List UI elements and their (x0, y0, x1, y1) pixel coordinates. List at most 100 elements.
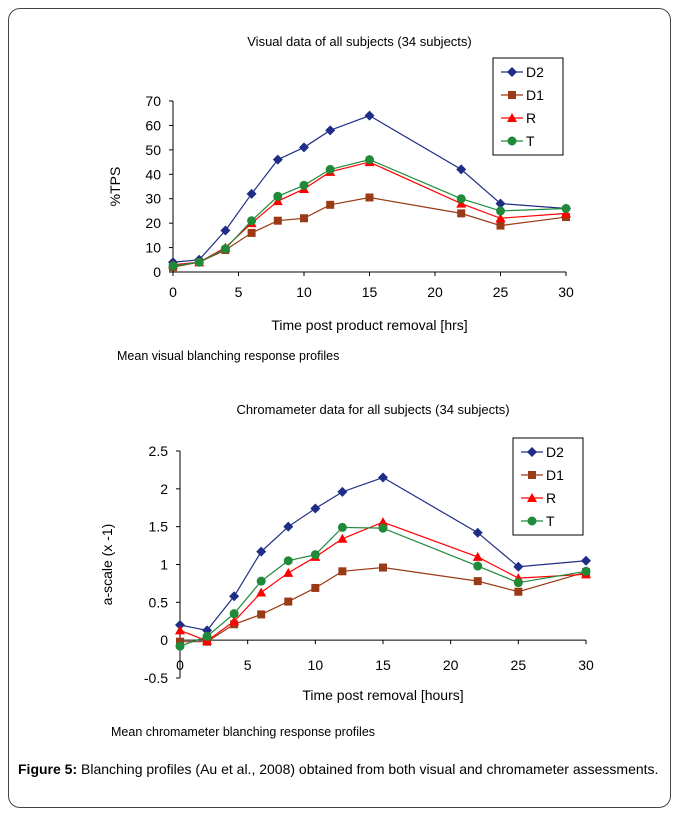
data-point (256, 546, 267, 557)
x-tick-label: 30 (578, 657, 594, 673)
legend: D2 D1 RT (512, 437, 584, 536)
data-point (581, 555, 591, 566)
data-point (378, 517, 388, 527)
data-point (220, 244, 230, 254)
x-axis-label: Time post removal [hours] (302, 687, 463, 703)
series-line (172, 196, 567, 268)
legend-swatch-marker (528, 471, 536, 479)
data-point (456, 164, 467, 175)
data-point (472, 551, 483, 561)
legend-swatch-marker (507, 67, 517, 77)
series-t (175, 522, 591, 651)
legend-label: D2 (526, 64, 544, 80)
series-d2 (175, 472, 591, 636)
x-tick-label: 10 (296, 284, 312, 300)
data-point (581, 566, 591, 576)
series-line (172, 158, 567, 267)
caption-label: Figure 5: (18, 761, 78, 777)
legend-box (512, 437, 584, 536)
data-point (283, 567, 294, 577)
data-point (495, 213, 506, 223)
data-point (457, 209, 466, 218)
chart-title: Chromameter data for all subjects (34 su… (236, 402, 509, 417)
legend-box (492, 57, 564, 156)
x-tick-label: 15 (362, 284, 378, 300)
y-tick-label: 60 (145, 117, 161, 133)
data-point (514, 587, 523, 596)
data-point (283, 521, 294, 532)
data-point (378, 472, 388, 483)
data-point (299, 142, 309, 153)
data-point (229, 591, 240, 602)
data-point (496, 221, 505, 230)
data-point (310, 550, 320, 560)
chart-title: Visual data of all subjects (34 subjects… (247, 34, 472, 49)
data-point (337, 486, 348, 497)
y-tick-label: 2 (160, 481, 168, 497)
data-point (378, 523, 388, 533)
data-point (338, 567, 347, 576)
data-point (272, 154, 283, 165)
data-point (473, 561, 483, 571)
data-point (273, 216, 282, 225)
data-point (175, 625, 185, 635)
y-axis-label: %TPS (107, 167, 123, 207)
data-point (247, 216, 257, 226)
series-d1 (176, 563, 590, 646)
data-point (246, 188, 257, 199)
data-point (364, 110, 375, 121)
data-point (202, 631, 212, 641)
y-tick-label: 30 (145, 191, 161, 207)
legend-swatch-marker (507, 113, 517, 122)
data-point (561, 203, 571, 213)
data-point (325, 125, 336, 136)
series-line (172, 161, 567, 266)
figure-frame (8, 8, 671, 808)
data-point (256, 576, 266, 586)
legend-swatch-marker (527, 493, 537, 502)
data-point (325, 164, 335, 174)
data-point (220, 225, 231, 236)
series-line (180, 566, 587, 643)
data-point (337, 533, 348, 543)
y-tick-label: 0 (160, 632, 168, 648)
legend-label: T (546, 513, 555, 529)
series-d1 (169, 193, 570, 272)
data-point (257, 610, 266, 619)
data-point (456, 194, 466, 204)
series-t (168, 155, 571, 271)
y-axis-label: a-scale (x -1) (99, 524, 115, 606)
data-point (175, 620, 185, 631)
data-point (310, 503, 321, 514)
x-tick-label: 10 (308, 657, 324, 673)
x-tick-label: 5 (235, 284, 243, 300)
data-point (247, 228, 256, 237)
data-point (365, 193, 374, 202)
chromameter-chart: Chromameter data for all subjects (34 su… (99, 402, 594, 703)
y-tick-label: 0 (153, 264, 161, 280)
legend-label: R (526, 110, 536, 126)
y-tick-label: -0.5 (144, 670, 168, 686)
legend-swatch-marker (507, 136, 517, 146)
data-point (326, 200, 335, 209)
x-axis-label: Time post product removal [hrs] (271, 317, 467, 333)
x-tick-label: 30 (558, 284, 574, 300)
x-tick-label: 15 (375, 657, 391, 673)
data-point (337, 522, 347, 532)
data-point (472, 527, 483, 538)
x-tick-label: 0 (176, 657, 184, 673)
y-tick-label: 50 (145, 142, 161, 158)
data-point (299, 180, 309, 190)
x-tick-label: 20 (427, 284, 443, 300)
caption-text: Blanching profiles (Au et al., 2008) obt… (77, 761, 659, 777)
legend-label: D2 (546, 444, 564, 460)
data-point (495, 198, 506, 209)
chromameter-chart-note: Mean chromameter blanching response prof… (111, 725, 376, 739)
y-tick-label: 1 (160, 557, 168, 573)
y-tick-label: 1.5 (149, 519, 169, 535)
visual-chart: Visual data of all subjects (34 subjects… (107, 34, 574, 333)
legend-label: D1 (546, 467, 564, 483)
visual-chart-note: Mean visual blanching response profiles (117, 349, 340, 363)
data-point (311, 583, 320, 592)
data-point (168, 261, 178, 271)
